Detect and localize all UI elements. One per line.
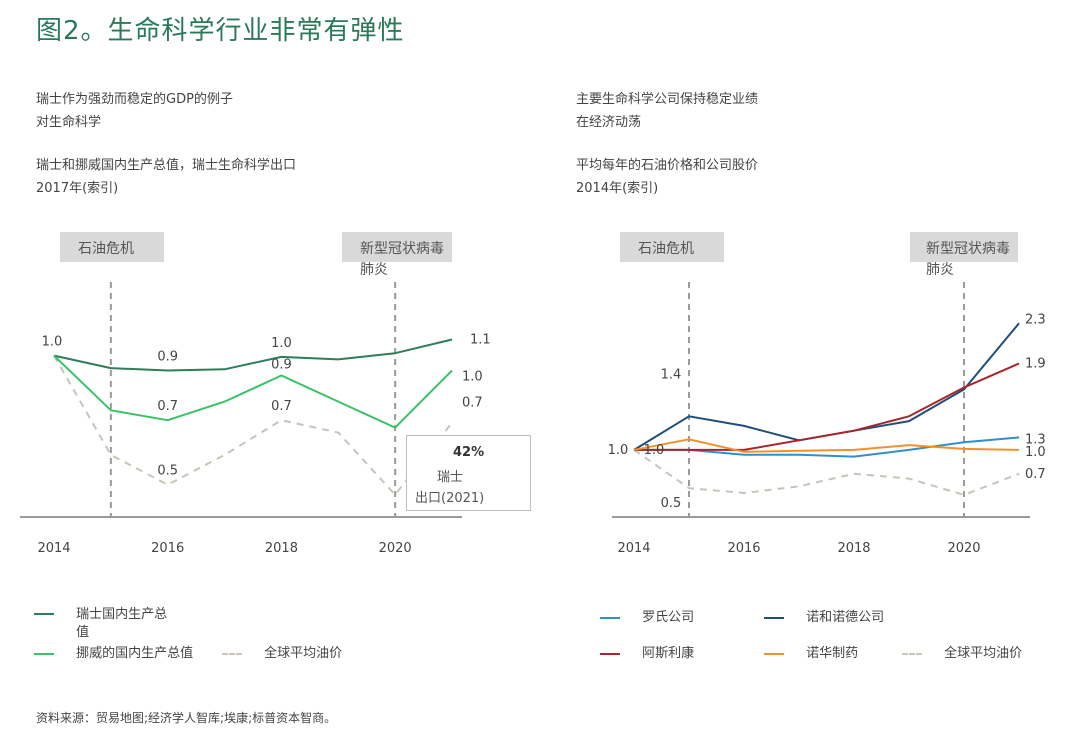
right-subheading-line: 平均每年的石油价格和公司股价 [576, 158, 759, 173]
legend-label: 阿斯利康 [642, 646, 695, 661]
series-line [53, 338, 453, 372]
data-label: 1.0 [271, 336, 292, 351]
exports-callout-line2: 出口(2021) [415, 491, 485, 506]
legend-line-icon [764, 616, 784, 619]
left-legend-item-oil: 全球平均油价 [222, 642, 342, 661]
data-label: 0.7 [1025, 467, 1046, 482]
left-subheading-line: 瑞士和挪威国内生产总值，瑞士生命科学出口 [36, 158, 297, 173]
right-covid-label-line1: 新型冠状病毒 [926, 241, 1010, 257]
right-oil-crisis-label: 石油危机 [638, 241, 694, 257]
legend-label: 诺和诺德公司 [806, 610, 885, 625]
series-line [633, 322, 1020, 451]
left-legend-item-swiss-gdp: 瑞士国内生产总 值 [34, 606, 167, 642]
left-heading-line: 对生命科学 [36, 115, 102, 130]
legend-line-icon [764, 652, 784, 655]
data-label: 1.1 [470, 333, 491, 348]
right-covid-label-line2: 肺炎 [926, 262, 954, 278]
x-tick-label: 2018 [837, 541, 870, 556]
legend-label-line: 值 [76, 625, 90, 640]
source-note: 资料来源：贸易地图;经济学人智库;埃康;标普资本智商。 [36, 711, 337, 725]
data-label: 0.5 [661, 496, 682, 511]
legend-label-line: 瑞士国内生产总 [76, 607, 168, 622]
right-heading-line: 在经济动荡 [576, 115, 642, 130]
legend-dashed-line-icon [902, 652, 922, 655]
left-oil-crisis-tag: 石油危机 [60, 232, 164, 262]
right-heading-line: 主要生命科学公司保持稳定业绩 [576, 92, 759, 107]
series-line [633, 438, 1020, 453]
legend-line-icon [34, 652, 54, 655]
left-heading: 瑞士作为强劲而稳定的GDP的例子 对生命科学 [36, 88, 233, 134]
data-label: 1.0 [42, 335, 63, 350]
data-label: 0.7 [462, 396, 483, 411]
legend-line-icon [600, 652, 620, 655]
x-tick-label: 2014 [37, 541, 70, 556]
data-label: 0.7 [157, 399, 178, 414]
legend-label: 全球平均油价 [264, 646, 343, 661]
legend-label: 罗氏公司 [642, 610, 695, 625]
left-oil-crisis-label: 石油危机 [78, 241, 134, 257]
legend-dashed-line-icon [222, 652, 242, 655]
legend-label: 诺华制药 [806, 646, 859, 661]
right-subheading-line: 2014年(索引) [576, 181, 659, 196]
data-label: 0.5 [157, 464, 178, 479]
right-subheading: 平均每年的石油价格和公司股价 2014年(索引) [576, 154, 758, 200]
data-label: 0.9 [271, 358, 292, 373]
series-line [53, 355, 453, 496]
data-label: 1.4 [661, 367, 682, 382]
x-tick-label: 2016 [151, 541, 184, 556]
exports-callout-line1: 瑞士 [437, 470, 464, 485]
left-legend-item-norway-gdp: 挪威的国内生产总值 [34, 642, 193, 661]
data-label: 1.0 [1025, 445, 1046, 460]
right-legend-item-novartis: 诺华制药 [764, 642, 858, 661]
x-tick-label: 2020 [379, 541, 412, 556]
left-chart: 2014 2016 2018 2020 1.0 0.9 1.0 1.1 0.9 1.0 0.7 0.7… [20, 282, 491, 556]
right-oil-crisis-tag: 石油危机 [620, 232, 724, 262]
x-tick-label: 2018 [265, 541, 298, 556]
data-label: 1.9 [1025, 357, 1046, 372]
left-subheading: 瑞士和挪威国内生产总值，瑞士生命科学出口 2017年(索引) [36, 154, 296, 200]
data-label: 0.9 [157, 350, 178, 365]
exports-callout-value: 42% [453, 445, 485, 460]
legend-line-icon [34, 612, 54, 615]
right-legend-item-az: 阿斯利康 [600, 642, 694, 661]
left-covid-label-line2: 肺炎 [360, 262, 388, 278]
page-title: 图2。生命科学行业非常有弹性 [36, 16, 405, 46]
left-heading-line: 瑞士作为强劲而稳定的GDP的例子 [36, 92, 233, 107]
data-label: 2.3 [1025, 312, 1046, 327]
data-label: 0.7 [271, 399, 292, 414]
data-label: 1.0 [608, 443, 629, 458]
right-legend-item-oil: 全球平均油价 [902, 642, 1022, 661]
exports-callout: 42% 瑞士 出口(2021) [406, 435, 531, 511]
legend-label: 瑞士国内生产总 值 [76, 606, 167, 642]
left-covid-label-line1: 新型冠状病毒 [360, 241, 444, 257]
right-covid-tag: 新型冠状病毒 [910, 232, 1018, 262]
x-tick-label: 2020 [947, 541, 980, 556]
legend-label: 挪威的国内生产总值 [76, 646, 194, 661]
data-label: 1.0 [644, 443, 665, 458]
right-legend-item-novo: 诺和诺德公司 [764, 606, 884, 625]
data-label: 1.3 [1025, 432, 1046, 447]
left-subheading-line: 2017年(索引) [36, 181, 119, 196]
x-tick-label: 2016 [727, 541, 760, 556]
x-tick-label: 2014 [617, 541, 650, 556]
legend-line-icon [600, 616, 620, 619]
right-legend-item-roche: 罗氏公司 [600, 606, 694, 625]
data-label: 1.0 [462, 370, 483, 385]
series-line [634, 362, 1020, 451]
right-heading: 主要生命科学公司保持稳定业绩 在经济动荡 [576, 88, 758, 134]
legend-label: 全球平均油价 [944, 646, 1023, 661]
series-line [53, 354, 453, 429]
left-covid-tag: 新型冠状病毒 [342, 232, 452, 262]
